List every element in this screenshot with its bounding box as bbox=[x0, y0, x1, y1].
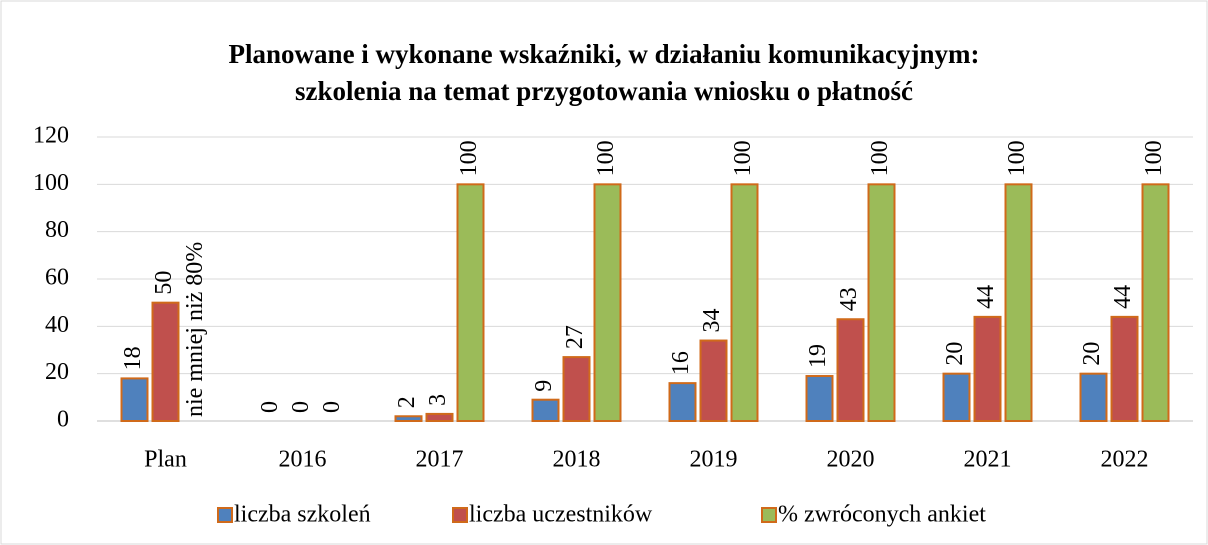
data-label: 100 bbox=[730, 140, 756, 176]
y-tick-label: 60 bbox=[45, 265, 69, 291]
data-label: 20 bbox=[942, 342, 968, 366]
bar bbox=[668, 382, 697, 422]
y-tick-label: 100 bbox=[33, 170, 69, 196]
y-tick-label: 20 bbox=[45, 359, 69, 385]
data-label: 100 bbox=[867, 140, 893, 176]
chart-title: Planowane i wykonane wskaźniki, w działa… bbox=[229, 39, 980, 69]
legend-label: liczba uczestników bbox=[469, 502, 653, 528]
bar bbox=[456, 183, 485, 422]
data-label: 44 bbox=[1110, 285, 1136, 309]
bar bbox=[1004, 183, 1033, 422]
bar bbox=[562, 356, 591, 423]
legend-label: liczba szkoleń bbox=[234, 502, 371, 528]
bar bbox=[730, 183, 759, 422]
data-label: 9 bbox=[531, 380, 557, 392]
data-label: 100 bbox=[1141, 140, 1167, 176]
x-tick-label: 2016 bbox=[279, 447, 327, 473]
y-tick-label: 0 bbox=[57, 407, 69, 433]
bar bbox=[1141, 183, 1170, 422]
legend-swatch bbox=[761, 507, 777, 523]
bar bbox=[394, 415, 423, 422]
bar bbox=[805, 375, 834, 422]
bar bbox=[942, 372, 971, 422]
bar bbox=[151, 301, 180, 422]
x-tick-label: 2017 bbox=[416, 447, 464, 473]
data-label: 2 bbox=[394, 396, 420, 408]
data-label: 100 bbox=[593, 140, 619, 176]
bar bbox=[973, 315, 1002, 422]
x-tick-label: 2018 bbox=[553, 447, 601, 473]
data-label: 44 bbox=[973, 285, 999, 309]
y-tick-label: 120 bbox=[33, 123, 69, 149]
data-label: 16 bbox=[668, 351, 694, 375]
data-label: 0 bbox=[319, 401, 345, 413]
data-label: 19 bbox=[805, 344, 831, 368]
bar bbox=[120, 377, 149, 422]
chart-subtitle: szkolenia na temat przygotowania wniosku… bbox=[295, 76, 913, 106]
bar bbox=[867, 183, 896, 422]
legend-swatch bbox=[217, 507, 233, 523]
bar bbox=[699, 339, 728, 422]
data-label: 34 bbox=[699, 309, 725, 333]
bar bbox=[531, 398, 560, 423]
x-tick-label: 2022 bbox=[1101, 447, 1149, 473]
data-label: 43 bbox=[836, 287, 862, 311]
data-label: 27 bbox=[562, 325, 588, 349]
data-label: nie mniej niż 80% bbox=[182, 242, 208, 417]
x-tick-label: 2021 bbox=[964, 447, 1012, 473]
bar bbox=[1079, 372, 1108, 422]
data-label: 0 bbox=[288, 401, 314, 413]
bar bbox=[593, 183, 622, 422]
data-label: 100 bbox=[456, 140, 482, 176]
y-tick-label: 40 bbox=[45, 312, 69, 338]
data-label: 0 bbox=[257, 401, 283, 413]
y-tick-label: 80 bbox=[45, 217, 69, 243]
bar bbox=[425, 412, 454, 422]
x-tick-label: 2020 bbox=[827, 447, 875, 473]
data-label: 100 bbox=[1004, 140, 1030, 176]
data-label: 3 bbox=[425, 394, 451, 406]
legend-swatch bbox=[452, 507, 468, 523]
x-tick-label: 2019 bbox=[690, 447, 738, 473]
x-tick-label: Plan bbox=[144, 447, 187, 473]
bar bbox=[836, 318, 865, 423]
bar bbox=[1110, 315, 1139, 422]
data-label: 20 bbox=[1079, 342, 1105, 366]
legend-label: % zwróconych ankiet bbox=[778, 502, 986, 528]
data-label: 18 bbox=[120, 346, 146, 370]
data-label: 50 bbox=[151, 271, 177, 295]
